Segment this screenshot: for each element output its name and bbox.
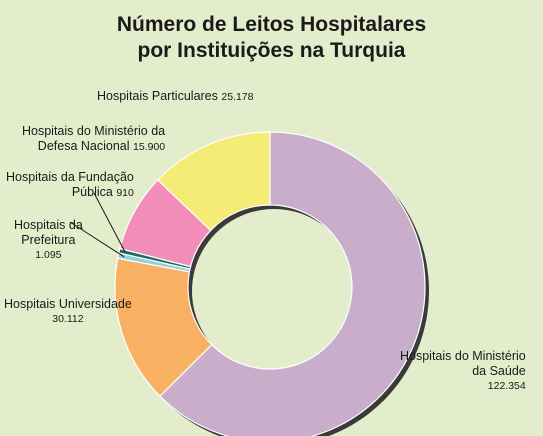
donut-slices [114, 131, 426, 436]
donut-slice-saude [159, 131, 426, 436]
chart-title-line-2: por Instituições na Turquia [137, 39, 406, 62]
slice-value-prefeitura: 1.095 [35, 249, 62, 261]
slice-label-defesa-line-1: Hospitais do Ministério da [22, 124, 166, 138]
slice-label-fundacao: Hospitais da Fundação Pública 910 [6, 170, 134, 201]
slice-value-universidade: 30.112 [52, 313, 84, 325]
slice-value-particulares: 25.178 [221, 91, 254, 103]
slice-label-fundacao-line-2: Pública [71, 185, 113, 199]
slice-label-particulares-line-1: Hospitais Particulares [97, 89, 218, 103]
leader-lines [69, 192, 126, 258]
slice-value-saude: 122.354 [487, 380, 526, 392]
slice-label-prefeitura-line-1: Hospitais da [14, 218, 83, 232]
slice-label-saude-line-2: da Saúde [472, 364, 526, 378]
chart-title-line-1: Número de Leitos Hospitalares [116, 13, 427, 36]
donut-slice-particulares [156, 131, 271, 232]
slice-label-saude-line-1: Hospitais do Ministério [400, 349, 526, 363]
slice-value-fundacao: 910 [116, 187, 134, 199]
slice-label-universidade: Hospitais Universidade 30.112 [4, 297, 132, 327]
slice-label-defesa-line-2: Defesa Nacional [37, 139, 130, 153]
slice-label-particulares: Hospitais Particulares 25.178 [97, 89, 254, 105]
leader-line-fundacao [93, 192, 126, 253]
leader-line-prefeitura [69, 221, 125, 258]
slice-label-defesa: Hospitais do Ministério da Defesa Nacion… [22, 124, 165, 155]
slice-label-prefeitura-line-2: Prefeitura [21, 233, 76, 247]
slice-label-saude: Hospitais do Ministério da Saúde 122.354 [400, 349, 526, 394]
slice-label-fundacao-line-1: Hospitais da Fundação [6, 170, 134, 184]
slice-label-universidade-line-1: Hospitais Universidade [4, 297, 132, 311]
chart-title: Número de Leitos Hospitalares por Instit… [0, 12, 543, 64]
slice-label-prefeitura: Hospitais da Prefeitura 1.095 [14, 218, 83, 263]
slice-value-defesa: 15.900 [133, 141, 166, 153]
